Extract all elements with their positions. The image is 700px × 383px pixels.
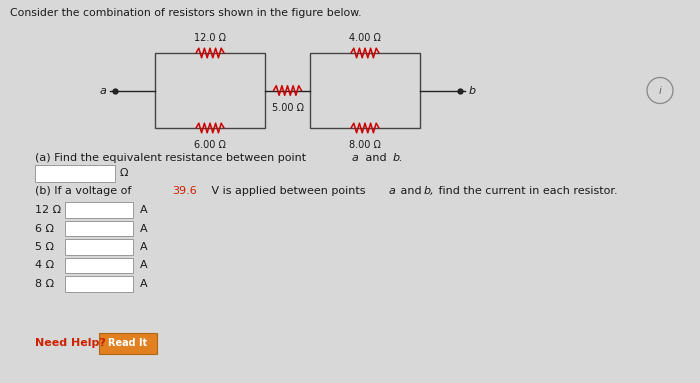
Bar	[310, 53, 420, 128]
Text: 4 Ω: 4 Ω	[35, 260, 54, 270]
Text: and: and	[397, 186, 425, 196]
Text: Consider the combination of resistors shown in the figure below.: Consider the combination of resistors sh…	[10, 8, 361, 18]
Text: A: A	[140, 242, 148, 252]
Bar	[65, 202, 133, 218]
Bar	[65, 239, 133, 255]
Text: i: i	[659, 85, 661, 95]
Text: A: A	[140, 224, 148, 234]
Text: b,: b,	[424, 186, 435, 196]
Text: (a) Find the equivalent resistance between point: (a) Find the equivalent resistance betwe…	[35, 153, 309, 163]
Text: 8 Ω: 8 Ω	[35, 279, 54, 289]
Text: 6.00 Ω: 6.00 Ω	[194, 140, 226, 150]
Text: 8.00 Ω: 8.00 Ω	[349, 140, 381, 150]
Text: A: A	[140, 205, 148, 215]
Text: Read It: Read It	[108, 338, 148, 348]
Bar	[35, 165, 115, 182]
Text: A: A	[140, 279, 148, 289]
Text: a: a	[99, 85, 106, 95]
Bar	[155, 53, 265, 128]
Text: find the current in each resistor.: find the current in each resistor.	[435, 186, 617, 196]
Bar	[65, 276, 133, 292]
Text: 5.00 Ω: 5.00 Ω	[272, 103, 304, 113]
Text: 12.0 Ω: 12.0 Ω	[194, 33, 226, 43]
Text: a: a	[352, 153, 359, 163]
Text: 6 Ω: 6 Ω	[35, 224, 54, 234]
Bar	[65, 221, 133, 236]
Bar	[99, 332, 157, 354]
Text: b.: b.	[393, 153, 404, 163]
Text: A: A	[140, 260, 148, 270]
Text: (b) If a voltage of: (b) If a voltage of	[35, 186, 135, 196]
Text: and: and	[362, 153, 390, 163]
Text: a: a	[389, 186, 396, 196]
Text: b: b	[469, 85, 476, 95]
Text: 4.00 Ω: 4.00 Ω	[349, 33, 381, 43]
Text: Need Help?: Need Help?	[35, 338, 106, 348]
Bar	[65, 258, 133, 273]
Text: 12 Ω: 12 Ω	[35, 205, 61, 215]
Text: V is applied between points: V is applied between points	[208, 186, 369, 196]
Text: 5 Ω: 5 Ω	[35, 242, 54, 252]
Text: 39.6: 39.6	[172, 186, 197, 196]
Text: Ω: Ω	[120, 168, 129, 178]
